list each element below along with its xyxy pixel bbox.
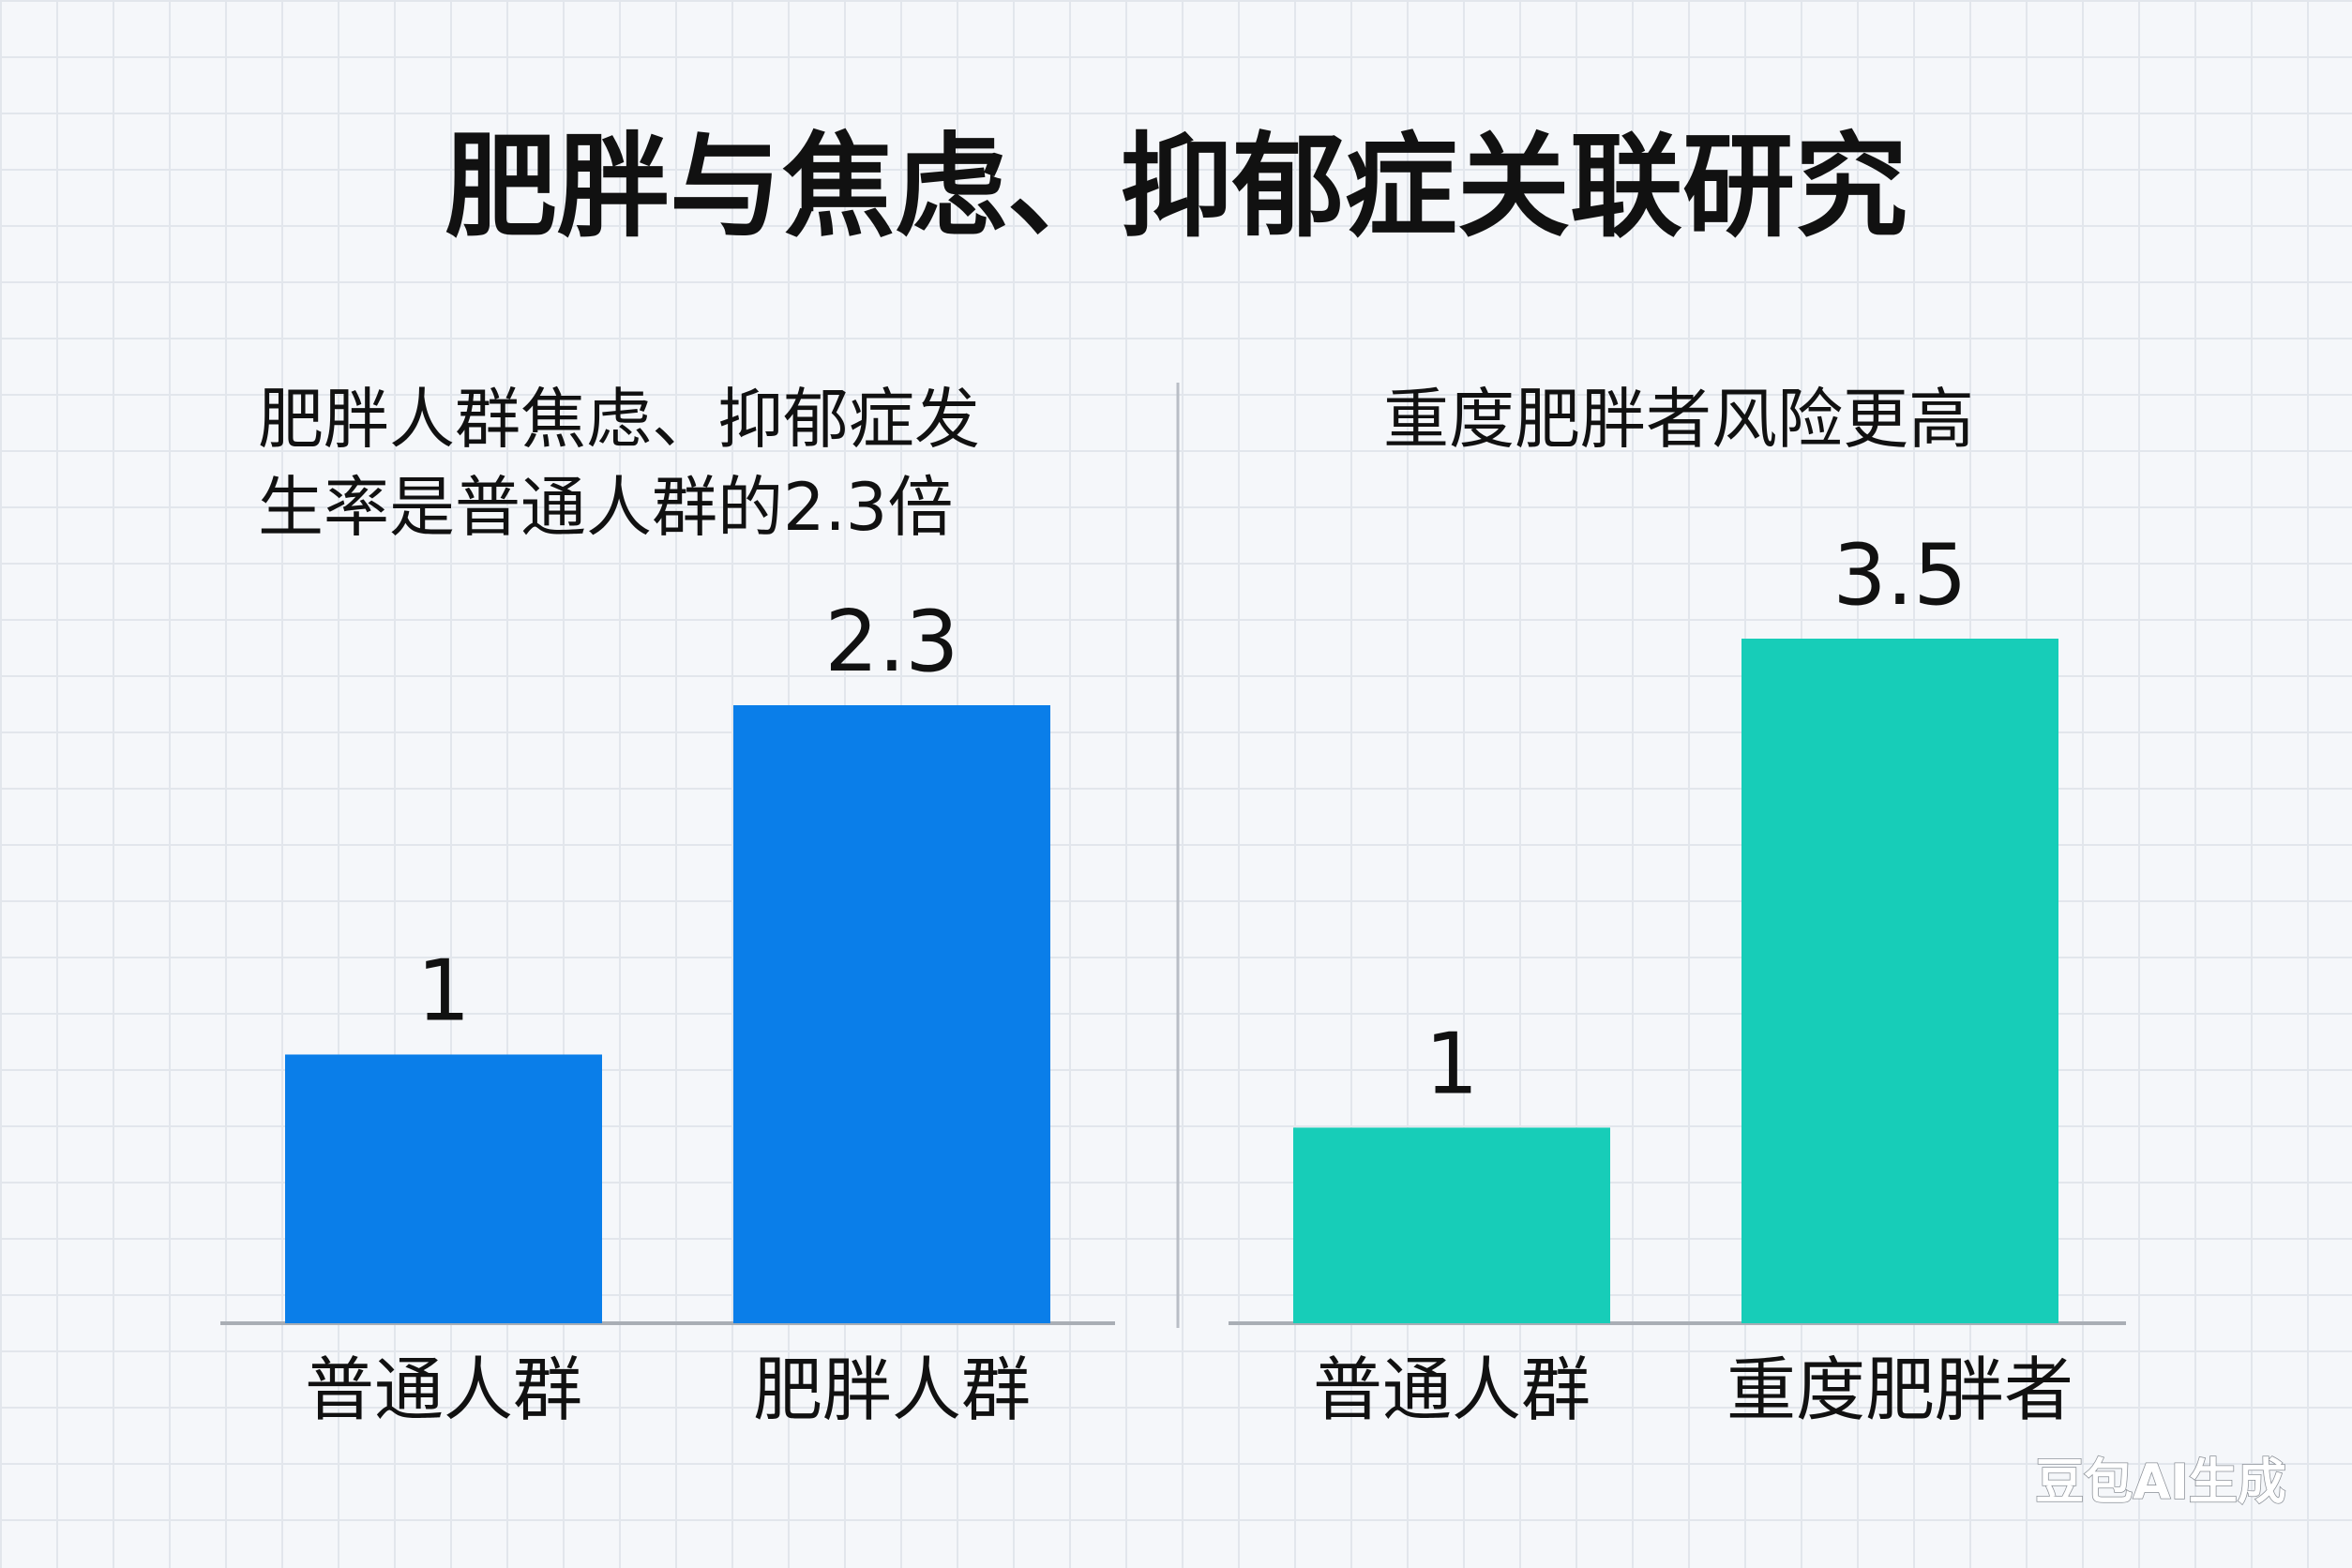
chart-subtitle: 肥胖人群焦虑、抑郁症发生率是普通人群的2.3倍 xyxy=(258,381,980,546)
page-title: 肥胖与焦虑、抑郁症关联研究 xyxy=(445,123,1907,253)
x-tick-label: 肥胖人群 xyxy=(753,1350,1031,1431)
bar xyxy=(733,705,1050,1323)
value-label: 2.3 xyxy=(824,593,958,691)
bar xyxy=(285,1054,602,1323)
x-tick-label: 重度肥胖者 xyxy=(1726,1350,2073,1431)
watermark: 豆包AI生成 xyxy=(2035,1455,2286,1511)
value-label: 1 xyxy=(1425,1015,1478,1113)
bar xyxy=(1293,1127,1610,1323)
chart-subtitle: 重度肥胖者风险更高 xyxy=(1383,381,1974,458)
bar xyxy=(1741,639,2058,1323)
value-label: 3.5 xyxy=(1832,526,1967,625)
value-label: 1 xyxy=(416,942,470,1040)
x-tick-label: 普通人群 xyxy=(305,1350,582,1431)
x-tick-label: 普通人群 xyxy=(1313,1350,1591,1431)
